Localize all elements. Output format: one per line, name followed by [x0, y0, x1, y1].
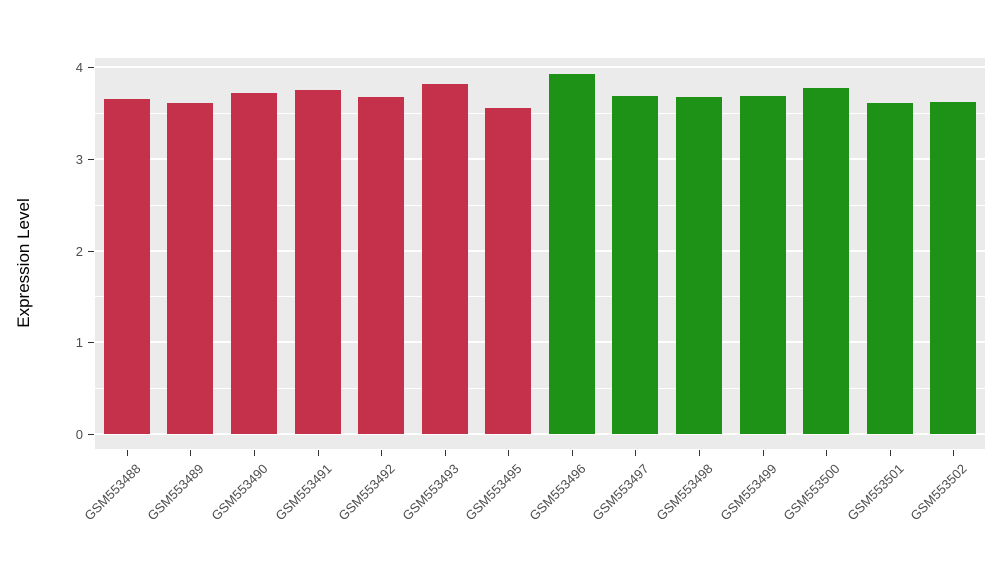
x-tick-label-GSM553499: GSM553499 — [716, 461, 780, 524]
y-tick-label: 0 — [75, 427, 83, 442]
bar-GSM553492 — [358, 97, 404, 434]
x-tick-mark — [126, 450, 128, 456]
major-gridline — [95, 433, 985, 435]
plot-panel — [95, 58, 985, 449]
bar-GSM553499 — [740, 96, 786, 434]
bar-GSM553493 — [422, 84, 468, 434]
major-gridline — [95, 341, 985, 344]
minor-gridline — [95, 204, 985, 206]
x-tick-label-GSM553492: GSM553492 — [335, 461, 398, 524]
minor-gridline — [95, 388, 985, 390]
x-tick-label-GSM553500: GSM553500 — [780, 461, 843, 524]
bar-GSM553497 — [612, 96, 658, 434]
bar-GSM553496 — [549, 74, 595, 434]
x-tick-label-GSM553493: GSM553493 — [399, 461, 462, 524]
y-tick-label: 4 — [75, 60, 83, 75]
x-tick-mark — [190, 450, 192, 456]
y-tick-mark — [88, 158, 94, 160]
y-tick-label: 1 — [75, 335, 83, 351]
x-tick-label-GSM553490: GSM553490 — [208, 461, 271, 524]
x-tick-mark — [889, 450, 891, 456]
y-tick-mark — [88, 434, 94, 435]
x-tick-label-GSM553501: GSM553501 — [844, 461, 907, 524]
x-tick-mark — [444, 450, 446, 456]
major-gridline — [95, 157, 985, 160]
x-tick-mark — [253, 450, 255, 456]
x-tick-mark — [953, 450, 955, 456]
x-tick-mark — [317, 450, 319, 456]
major-gridline — [95, 249, 985, 252]
x-tick-label-GSM553489: GSM553489 — [144, 461, 207, 524]
y-tick-mark — [88, 342, 94, 344]
x-tick-mark — [571, 450, 573, 456]
x-tick-label-GSM553497: GSM553497 — [589, 461, 652, 524]
bar-GSM553489 — [167, 102, 213, 434]
x-tick-mark — [635, 450, 637, 456]
x-tick-mark — [826, 450, 828, 456]
x-tick-label-GSM553495: GSM553495 — [462, 461, 525, 524]
x-tick-label-GSM553491: GSM553491 — [271, 461, 335, 524]
bar-GSM553502 — [930, 101, 976, 434]
y-tick-mark — [88, 250, 94, 252]
x-tick-label-GSM553498: GSM553498 — [653, 461, 716, 524]
x-tick-mark — [762, 450, 764, 456]
bar-GSM553490 — [231, 92, 277, 434]
x-tick-label-GSM553496: GSM553496 — [526, 461, 589, 524]
x-tick-label-GSM553502: GSM553502 — [907, 461, 970, 524]
bar-GSM553498 — [676, 97, 722, 434]
x-tick-label-GSM553488: GSM553488 — [81, 461, 144, 524]
minor-gridline — [95, 296, 985, 298]
y-tick-label: 3 — [75, 151, 83, 167]
bar-GSM553500 — [803, 88, 849, 434]
y-axis-title: Expression Level — [14, 198, 33, 328]
x-tick-mark — [698, 450, 700, 456]
major-gridline — [95, 66, 985, 68]
minor-gridline — [95, 112, 985, 114]
bar-GSM553501 — [867, 102, 913, 434]
bar-GSM553495 — [485, 108, 531, 434]
x-tick-mark — [508, 450, 510, 456]
x-tick-mark — [381, 450, 383, 456]
bar-GSM553488 — [104, 99, 150, 434]
bar-GSM553491 — [295, 89, 341, 434]
y-tick-mark — [88, 67, 94, 68]
y-tick-label: 2 — [75, 243, 83, 259]
